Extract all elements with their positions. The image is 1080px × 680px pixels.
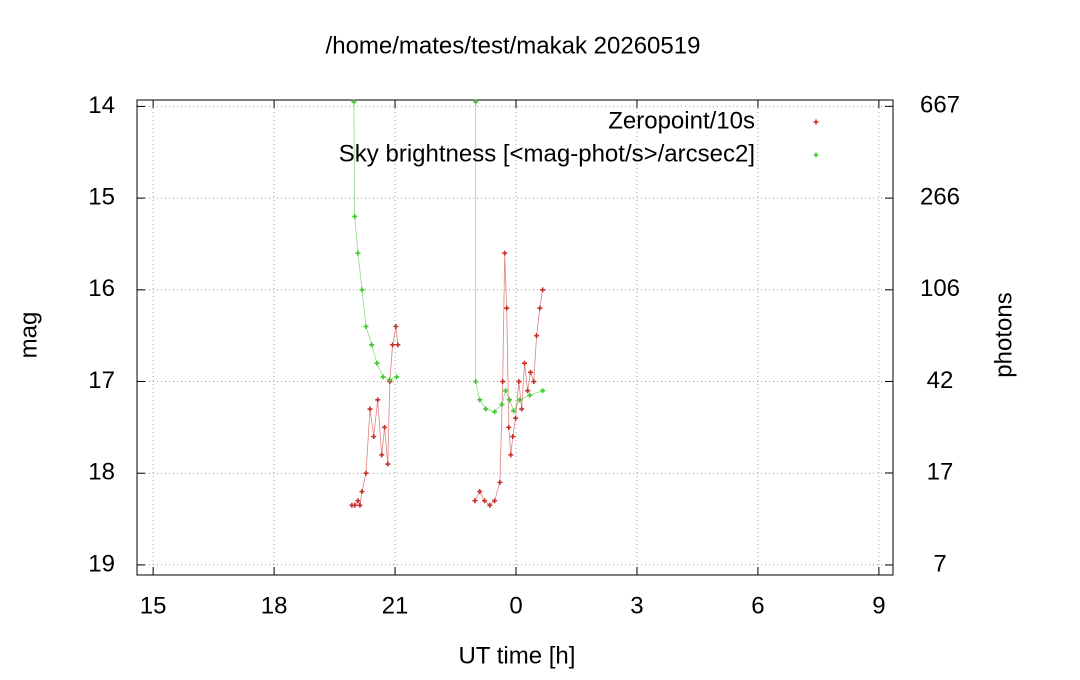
x-tick-label: 21 xyxy=(382,592,409,619)
x-axis-label: UT time [h] xyxy=(459,642,576,669)
y-tick-label: 14 xyxy=(88,92,115,119)
data-point xyxy=(499,401,505,407)
data-point xyxy=(504,305,510,311)
data-point xyxy=(503,388,509,394)
data-point xyxy=(359,489,365,495)
data-point xyxy=(385,461,391,467)
data-point xyxy=(351,99,357,105)
data-point xyxy=(497,479,503,485)
legend-marker xyxy=(813,152,819,158)
data-point xyxy=(390,342,396,348)
data-point xyxy=(537,305,543,311)
plot-area xyxy=(349,99,546,508)
y2-tick-label: 7 xyxy=(933,550,946,577)
data-point xyxy=(500,379,506,385)
x-tick-label: 9 xyxy=(872,592,885,619)
series-line xyxy=(351,253,543,507)
data-point xyxy=(359,287,365,293)
data-point xyxy=(371,434,377,440)
data-point xyxy=(363,470,369,476)
data-point xyxy=(511,408,517,414)
y2-tick-label: 266 xyxy=(920,183,960,210)
data-point xyxy=(367,406,373,412)
data-point xyxy=(355,498,361,504)
data-point xyxy=(380,374,386,380)
legend-label: Zeropoint/10s xyxy=(608,107,755,134)
data-point xyxy=(355,250,361,256)
x-tick-label: 0 xyxy=(509,592,522,619)
data-point xyxy=(527,392,533,398)
data-point xyxy=(473,99,479,105)
x-tick-label: 18 xyxy=(261,592,288,619)
data-point xyxy=(508,452,514,458)
y-tick-label: 16 xyxy=(88,275,115,302)
data-point xyxy=(387,377,393,383)
legend-marker xyxy=(813,119,819,125)
y-tick-label: 19 xyxy=(88,550,115,577)
data-point xyxy=(472,498,478,504)
data-point xyxy=(352,213,358,219)
data-point xyxy=(540,287,546,293)
data-point xyxy=(507,397,513,403)
data-point xyxy=(382,424,388,430)
data-point xyxy=(492,498,498,504)
data-point xyxy=(395,342,401,348)
x-tick-label: 15 xyxy=(140,592,167,619)
y2-tick-label: 667 xyxy=(920,92,960,119)
data-point xyxy=(369,342,375,348)
y-axis-label: mag xyxy=(15,312,42,359)
data-point xyxy=(519,406,525,412)
chart-title: /home/mates/test/makak 20260519 xyxy=(326,32,701,59)
y2-tick-label: 17 xyxy=(927,458,954,485)
data-point xyxy=(363,323,369,329)
data-point xyxy=(357,502,363,508)
data-point xyxy=(393,323,399,329)
data-point xyxy=(492,409,498,415)
y2-tick-label: 42 xyxy=(927,367,954,394)
data-point xyxy=(516,379,522,385)
legend-label: Sky brightness [<mag-phot/s>/arcsec2] xyxy=(339,140,755,167)
data-point xyxy=(521,360,527,366)
data-point xyxy=(477,489,483,495)
data-point xyxy=(375,397,381,403)
data-point xyxy=(513,415,519,421)
data-point xyxy=(394,374,400,380)
plot-border xyxy=(136,99,894,576)
data-point xyxy=(517,397,523,403)
x-tick-label: 6 xyxy=(751,592,764,619)
data-point xyxy=(379,452,385,458)
data-point xyxy=(352,502,358,508)
data-point xyxy=(528,369,534,375)
data-point xyxy=(477,397,483,403)
y-tick-label: 17 xyxy=(88,367,115,394)
data-point xyxy=(506,424,512,430)
data-point xyxy=(531,379,537,385)
data-point xyxy=(374,360,380,366)
data-point xyxy=(473,379,479,385)
y-tick-label: 15 xyxy=(88,183,115,210)
x-tick-label: 3 xyxy=(630,592,643,619)
data-point xyxy=(483,406,489,412)
y2-axis-label: photons xyxy=(990,292,1017,377)
data-point xyxy=(540,388,546,394)
data-point xyxy=(534,333,540,339)
data-point xyxy=(482,498,488,504)
y2-tick-label: 106 xyxy=(920,275,960,302)
data-point xyxy=(487,502,493,508)
data-point xyxy=(502,250,508,256)
data-point xyxy=(525,388,531,394)
y-tick-label: 18 xyxy=(88,459,115,486)
data-point xyxy=(510,434,516,440)
